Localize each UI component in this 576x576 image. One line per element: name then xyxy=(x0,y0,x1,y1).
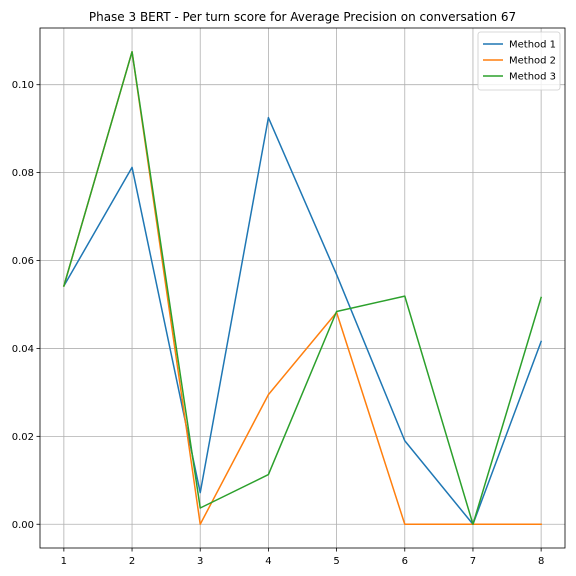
y-tick-label: 0.02 xyxy=(12,432,34,443)
x-tick-label: 1 xyxy=(61,556,67,567)
series-line-method-2 xyxy=(62,50,542,526)
y-tick-label: 0.08 xyxy=(12,168,34,179)
y-tick-label: 0.10 xyxy=(12,80,34,91)
y-tick-label: 0.04 xyxy=(12,344,34,355)
x-tick-label: 8 xyxy=(538,556,544,567)
legend-label-method-2: Method 2 xyxy=(509,56,556,67)
grid xyxy=(40,28,565,548)
plot-frame xyxy=(39,27,566,549)
y-tick-label: 0.06 xyxy=(12,256,34,267)
chart-title: Phase 3 BERT - Per turn score for Averag… xyxy=(89,10,516,24)
x-tick-label: 6 xyxy=(402,556,408,567)
legend-label-method-3: Method 3 xyxy=(509,72,556,83)
axis-ticks: 1 2 3 4 5 6 7 8 0.00 0.02 0.04 0.06 0.08 0.10 xyxy=(12,80,545,567)
series-line-method-3 xyxy=(62,50,543,526)
legend: Method 1 Method 2 Method 3 xyxy=(477,31,561,91)
x-tick-label: 7 xyxy=(470,556,476,567)
x-tick-label: 4 xyxy=(265,556,271,567)
series-lines xyxy=(62,50,543,526)
x-tick-label: 5 xyxy=(333,556,339,567)
legend-label-method-1: Method 1 xyxy=(509,40,556,51)
y-tick-label: 0.00 xyxy=(12,520,34,531)
x-tick-label: 2 xyxy=(129,556,135,567)
series-line-method-1 xyxy=(62,116,543,526)
x-tick-label: 3 xyxy=(197,556,203,567)
